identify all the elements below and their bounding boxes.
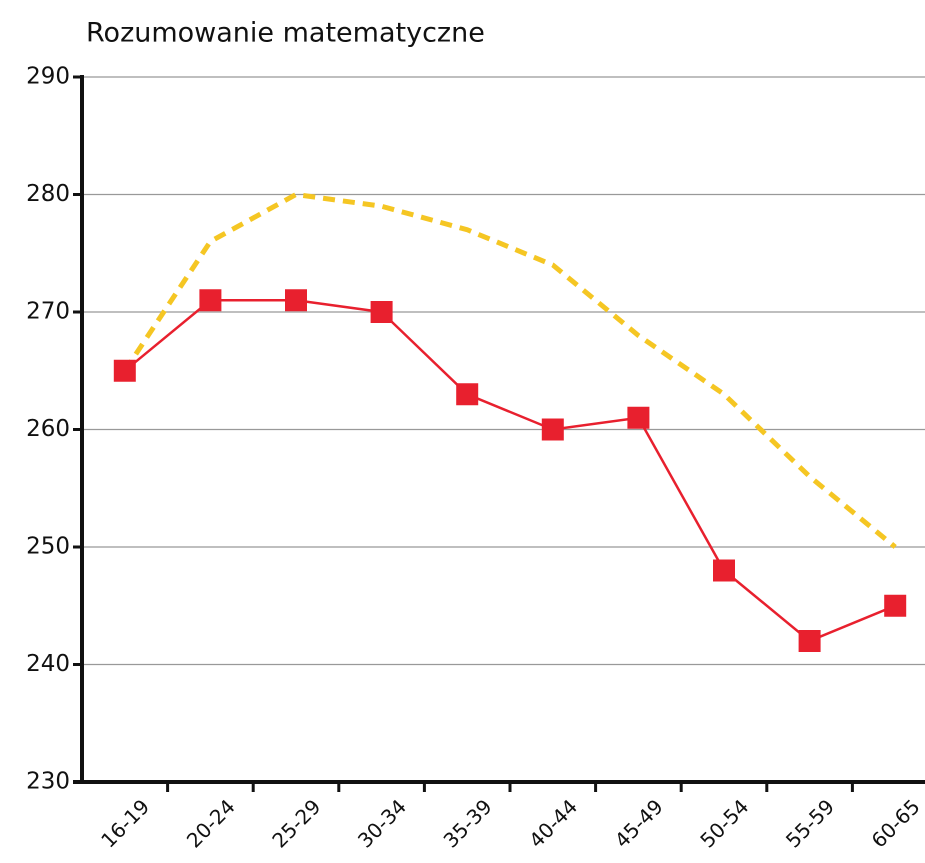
- x-tick-label: 30-34: [353, 794, 411, 852]
- y-tick-label: 250: [26, 534, 70, 560]
- y-tick-label: 240: [26, 651, 70, 677]
- x-tick-label: 60-65: [867, 794, 925, 852]
- point-marker: [199, 289, 222, 312]
- chart-title: Rozumowanie matematyczne: [86, 18, 485, 49]
- x-tick-label: 45-49: [610, 794, 668, 852]
- x-tick-label: 40-44: [524, 794, 582, 852]
- point-marker: [627, 406, 650, 429]
- x-tick-label: 55-59: [781, 794, 839, 852]
- x-tick-label: 25-29: [267, 794, 325, 852]
- point-marker: [285, 289, 307, 312]
- y-tick-label: 280: [26, 181, 70, 207]
- point-marker: [370, 301, 393, 323]
- y-tick-label: 270: [26, 299, 70, 325]
- point-marker: [713, 559, 735, 582]
- point-marker: [798, 630, 821, 652]
- point-marker: [884, 594, 907, 617]
- y-tick-label: 260: [26, 416, 70, 442]
- series-line: [122, 191, 897, 549]
- point-marker: [113, 359, 136, 382]
- y-tick-label: 230: [26, 769, 70, 795]
- x-tick-label: 35-39: [439, 794, 497, 852]
- point-marker: [541, 418, 564, 441]
- point-marker: [456, 383, 479, 406]
- x-tick-label: 16-19: [96, 794, 154, 852]
- x-tick-label: 20-24: [182, 794, 240, 852]
- series-line: [124, 299, 896, 643]
- x-tick-label: 50-54: [695, 794, 753, 852]
- y-tick-label: 290: [26, 64, 70, 90]
